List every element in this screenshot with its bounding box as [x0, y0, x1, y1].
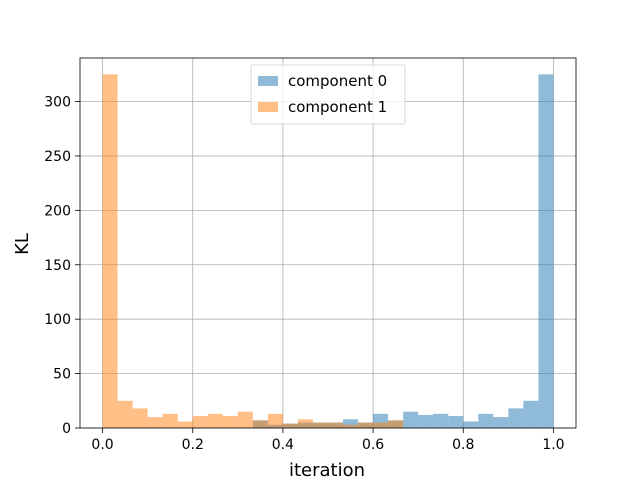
legend-label: component 0: [288, 72, 387, 90]
bar-series-0-bin-28: [523, 400, 539, 428]
legend-swatch: [258, 102, 278, 112]
y-tick-label: 200: [44, 203, 71, 219]
y-tick-label: 100: [44, 312, 71, 328]
plot-frame: [79, 57, 577, 429]
bar-series-1-bin-17: [358, 422, 374, 428]
x-axis-label: iteration: [289, 460, 365, 480]
histogram-bars: [102, 74, 554, 428]
x-tick-label: 0.2: [182, 437, 204, 453]
bar-series-1-bin-9: [237, 411, 253, 428]
y-axis-ticks: 0 50 100 150 200 250 300: [44, 95, 80, 437]
bar-series-1-bin-10: [252, 420, 268, 428]
legend: component 0 component 1: [250, 64, 406, 125]
bar-series-1-bin-8: [222, 416, 238, 428]
x-axis-ticks: 0.0 0.2 0.4 0.6 0.8 1.0: [91, 428, 565, 453]
x-tick-label: 0.4: [272, 437, 294, 453]
bar-series-0-bin-21: [418, 414, 434, 428]
x-tick-label: 0.8: [452, 437, 474, 453]
x-tick-label: 0.0: [91, 437, 113, 453]
bar-series-1-bin-19: [388, 420, 404, 428]
bar-series-0-bin-22: [433, 413, 449, 428]
bar-series-0-bin-24: [463, 421, 479, 428]
bar-series-1-bin-14: [312, 422, 328, 428]
bar-series-1-bin-11: [267, 413, 283, 428]
bar-series-0-bin-16: [343, 419, 359, 428]
bar-series-1-bin-5: [177, 421, 193, 428]
x-tick-label: 0.6: [362, 437, 384, 453]
y-tick-label: 0: [62, 421, 71, 437]
y-axis-label: KL: [12, 233, 33, 255]
y-tick-label: 50: [53, 367, 71, 383]
bar-series-1-bin-15: [328, 422, 344, 428]
bar-series-1-bin-3: [147, 417, 163, 428]
bar-series-1-bin-6: [192, 416, 208, 428]
y-tick-label: 150: [44, 258, 71, 274]
bar-series-0-bin-23: [448, 416, 464, 428]
series-1-bars: [102, 74, 404, 428]
bar-series-1-bin-18: [373, 422, 389, 428]
x-tick-label: 1.0: [542, 437, 564, 453]
legend-label: component 1: [288, 98, 387, 116]
bar-series-0-bin-26: [493, 417, 509, 428]
bar-series-1-bin-0: [102, 74, 118, 428]
legend-box: [250, 64, 406, 125]
legend-swatch: [258, 76, 278, 86]
bar-series-1-bin-2: [132, 408, 148, 428]
bar-series-1-bin-1: [117, 400, 133, 428]
bar-series-1-bin-7: [207, 413, 223, 428]
bar-series-1-bin-13: [297, 419, 313, 428]
bar-series-0-bin-25: [478, 413, 494, 428]
bar-series-1-bin-12: [282, 423, 298, 428]
bar-series-0-bin-27: [508, 408, 524, 428]
y-tick-label: 250: [44, 149, 71, 165]
bar-series-0-bin-20: [403, 411, 419, 428]
bar-series-1-bin-16: [343, 424, 359, 428]
y-tick-label: 300: [44, 95, 71, 111]
bar-series-1-bin-4: [162, 413, 178, 428]
bar-series-0-bin-29: [538, 74, 554, 428]
